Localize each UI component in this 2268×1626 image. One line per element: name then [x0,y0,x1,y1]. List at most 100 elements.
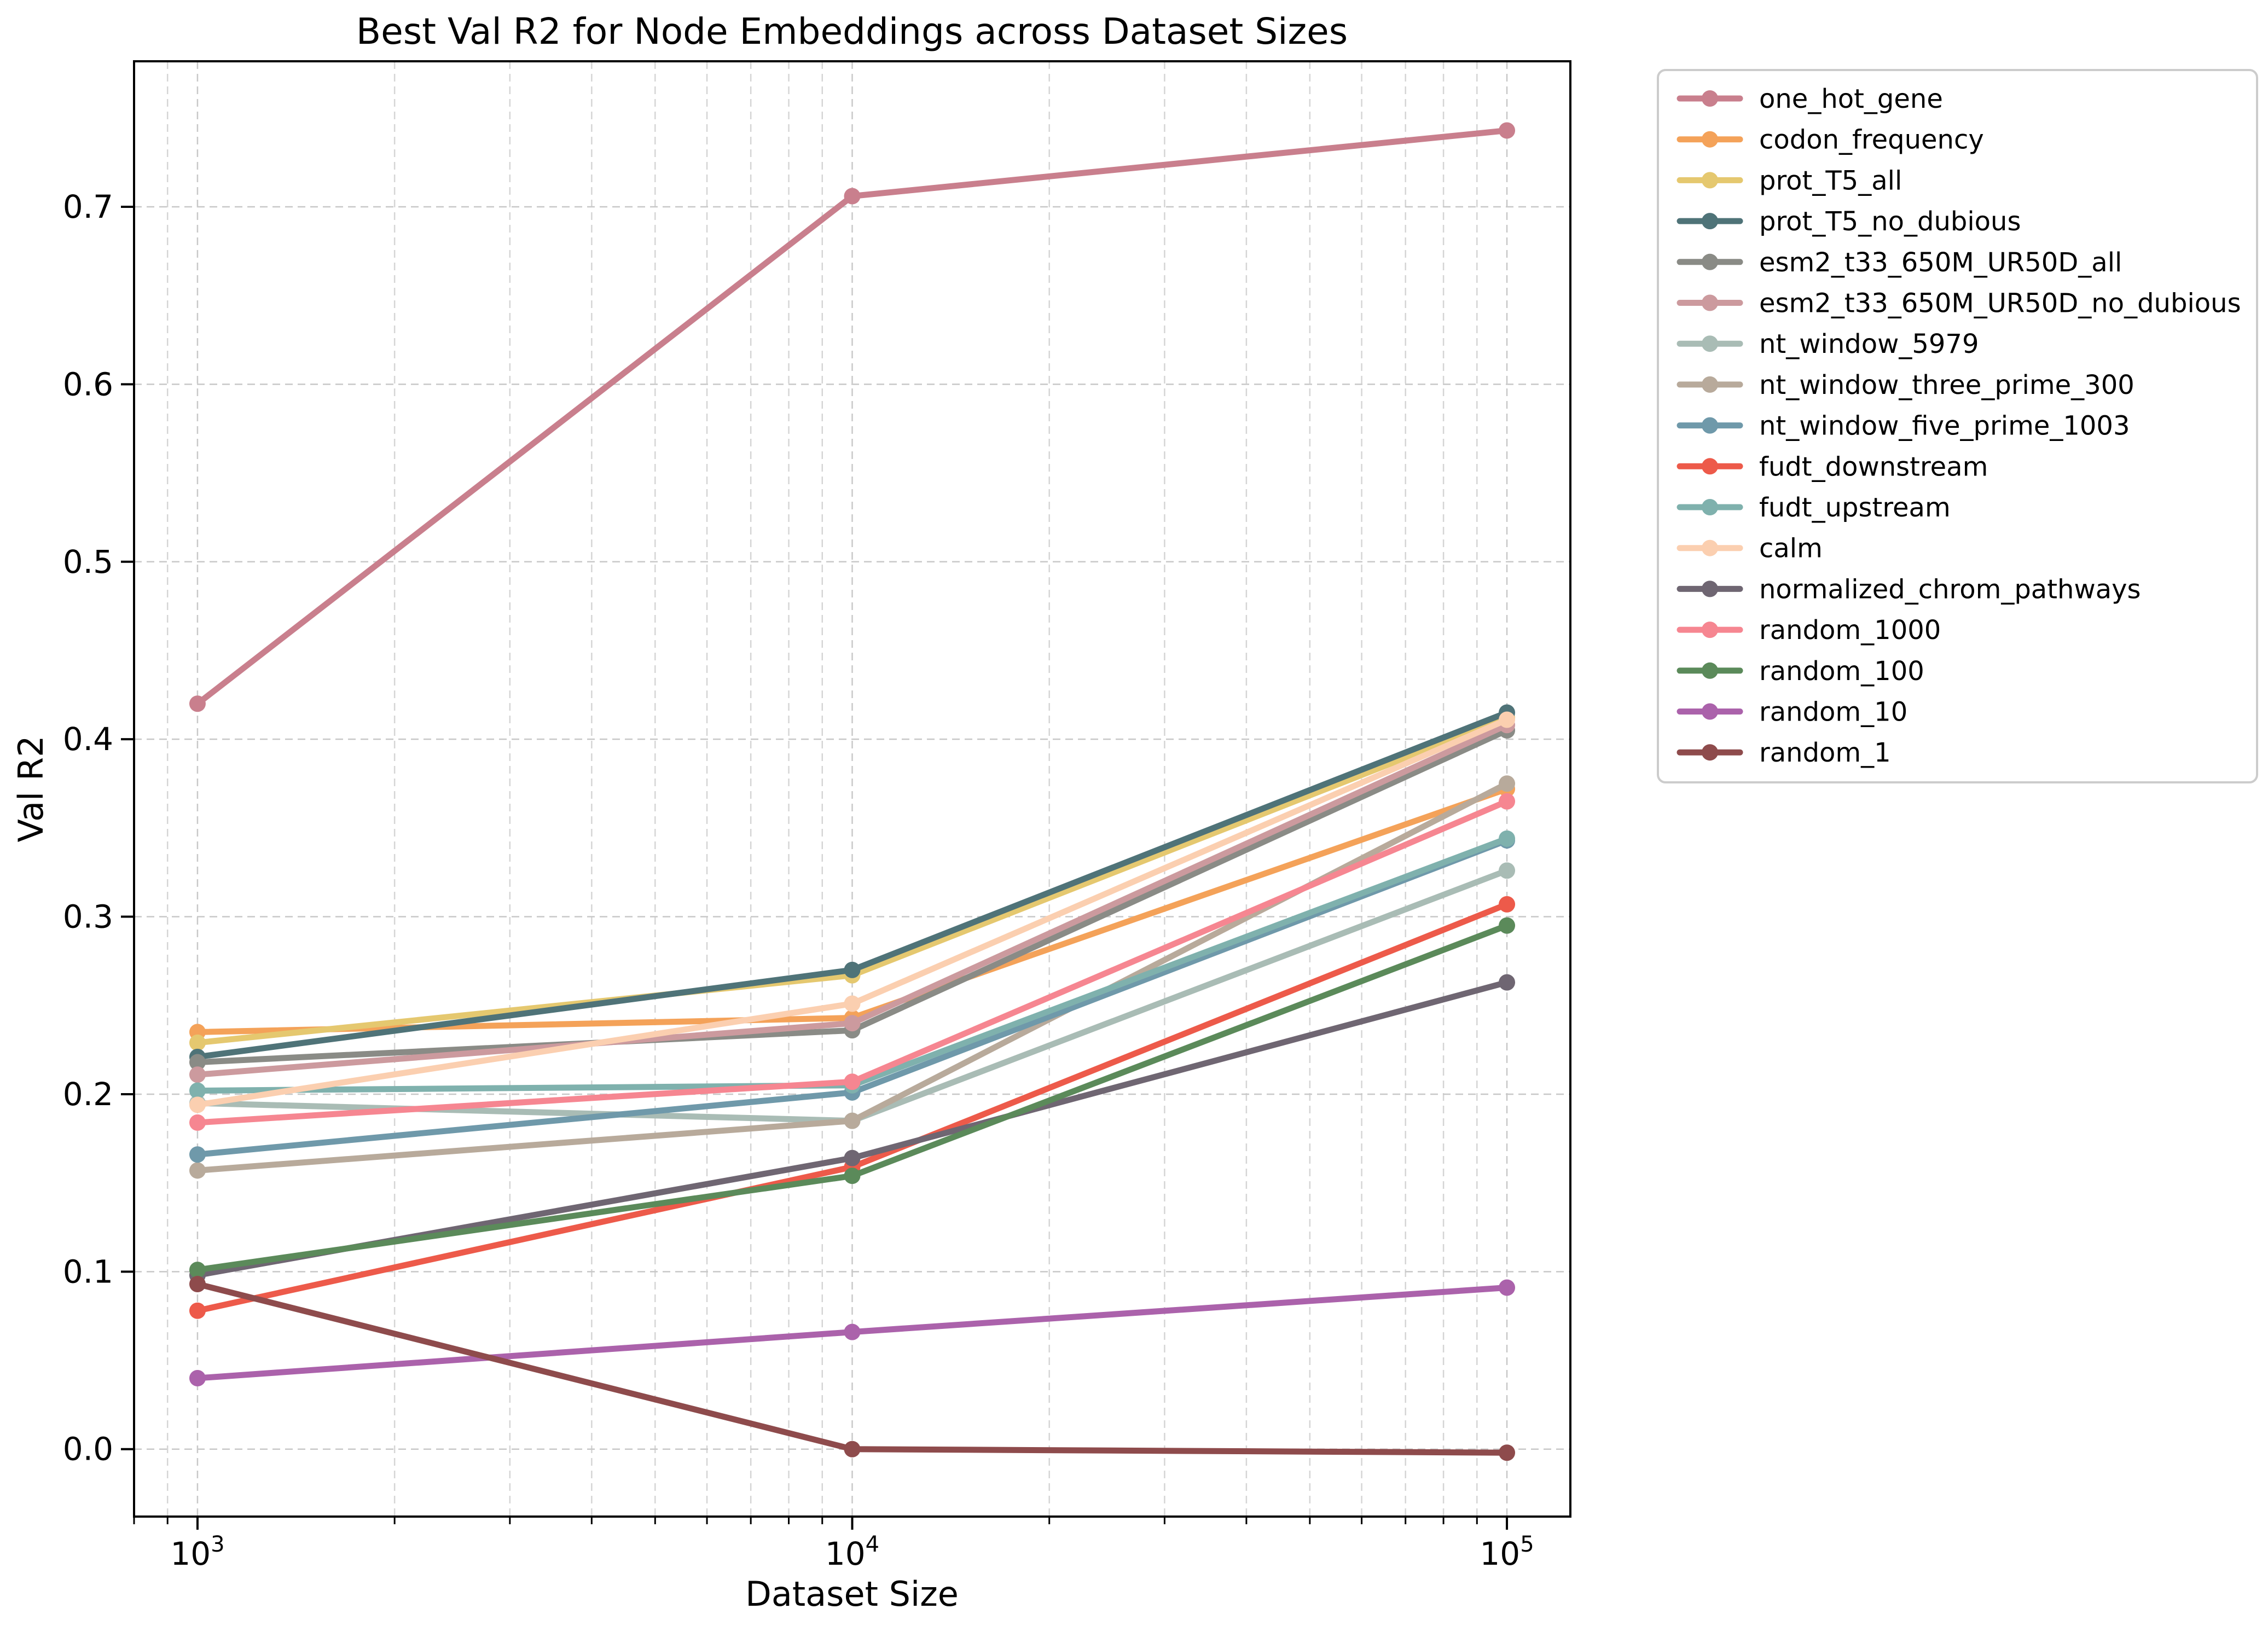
legend-item: random_1000 [1677,615,1941,646]
x-tick-label-exponent: 5 [1520,1532,1534,1557]
legend-marker [1702,622,1718,638]
legend-label: prot_T5_no_dubious [1759,206,2021,237]
y-tick-label: 0.1 [63,1253,113,1290]
data-point [1499,793,1516,810]
data-point [1499,917,1516,934]
legend-label: prot_T5_all [1759,165,1902,196]
data-point [1499,830,1516,847]
legend-item: nt_window_5979 [1677,329,1979,359]
y-tick-label: 0.3 [63,898,113,936]
legend-item: normalized_chrom_pathways [1677,574,2141,605]
x-tick-label-exponent: 4 [866,1532,879,1557]
legend-label: fudt_upstream [1759,492,1951,523]
legend-label: fudt_downstream [1759,451,1988,482]
data-point [844,1168,861,1184]
data-point [189,1054,206,1071]
legend-marker [1702,172,1718,189]
data-point [844,961,861,978]
y-tick-label: 0.4 [63,721,113,758]
x-axis-label: Dataset Size [745,1574,959,1614]
x-tick-label-base: 10 [825,1535,866,1572]
legend-label: esm2_t33_650M_UR50D_no_dubious [1759,288,2241,319]
legend-label: nt_window_five_prime_1003 [1759,411,2130,442]
data-point [1499,775,1516,792]
series-calm [189,711,1516,1113]
data-point [844,1112,861,1129]
data-point [844,995,861,1012]
legend-label: random_1 [1759,737,1891,768]
legend-item: fudt_downstream [1677,451,1988,482]
data-point [1499,711,1516,728]
legend-marker [1702,580,1718,597]
legend-marker [1702,458,1718,475]
x-tick-label-base: 10 [170,1535,211,1572]
legend-item: codon_frequency [1677,125,1984,155]
legend-item: random_1 [1677,737,1891,768]
legend-item: random_10 [1677,697,1907,728]
chart-title: Best Val R2 for Node Embeddings across D… [356,10,1348,53]
data-point [844,1441,861,1457]
x-tick-label-base: 10 [1480,1535,1520,1572]
legend-item: prot_T5_no_dubious [1677,206,2021,237]
data-point [189,1369,206,1386]
legend-label: esm2_t33_650M_UR50D_all [1759,247,2122,278]
legend-marker [1702,703,1718,720]
legend-item: random_100 [1677,656,1924,687]
data-point [1499,896,1516,913]
legend-label: random_10 [1759,697,1907,728]
y-tick-label: 0.2 [63,1076,113,1113]
legend-label: normalized_chrom_pathways [1759,574,2141,605]
legend-marker [1702,253,1718,270]
legend-item: fudt_upstream [1677,492,1951,523]
data-point [844,188,861,205]
y-axis-label: Val R2 [11,735,51,842]
legend: one_hot_gene codon_frequency prot_T5_allpr… [1657,69,2258,783]
data-point [189,1096,206,1113]
legend-marker [1702,131,1718,148]
series-random-10 [189,1279,1516,1386]
y-tick-label: 0.6 [63,365,113,403]
legend-marker [1702,294,1718,311]
legend-label: random_1000 [1759,615,1941,646]
legend-label: calm [1759,533,1823,564]
legend-label: nt_window_5979 [1759,329,1979,359]
legend-marker [1702,744,1718,761]
data-point [189,1146,206,1163]
x-tick-label: 105 [1480,1532,1534,1572]
data-point [189,1276,206,1293]
y-tick-label: 0.7 [63,188,113,225]
legend-marker [1702,662,1718,679]
data-point [844,1149,861,1166]
legend-marker [1702,90,1718,107]
y-tick-label: 0.0 [63,1431,113,1468]
legend-item: nt_window_five_prime_1003 [1677,411,2130,442]
data-point [1499,1279,1516,1296]
data-point [189,1162,206,1179]
legend-marker [1702,539,1718,556]
legend-item: esm2_t33_650M_UR50D_all [1677,247,2122,278]
legend-items: one_hot_gene codon_frequency prot_T5_allpr… [1677,84,2241,768]
data-point [189,1082,206,1099]
data-point [189,1066,206,1083]
legend-item: calm [1677,533,1823,564]
data-point [189,1034,206,1051]
data-point [189,1262,206,1279]
series-random-100 [189,917,1516,1279]
legend-marker [1702,417,1718,434]
legend-item: prot_T5_all [1677,165,1902,196]
legend-label: random_100 [1759,656,1924,687]
legend-label: codon_frequency [1759,125,1984,155]
legend-marker [1702,213,1718,230]
legend-item: one_hot_gene [1677,84,1943,114]
series-random-1000 [189,793,1516,1131]
data-point [189,695,206,712]
x-tick-label: 103 [170,1532,224,1572]
series-layer [189,122,1516,1461]
series-one-hot-gene [189,122,1516,712]
legend-marker [1702,376,1718,393]
legend-label: nt_window_three_prime_300 [1759,370,2134,400]
legend-item: nt_window_three_prime_300 [1677,370,2134,400]
